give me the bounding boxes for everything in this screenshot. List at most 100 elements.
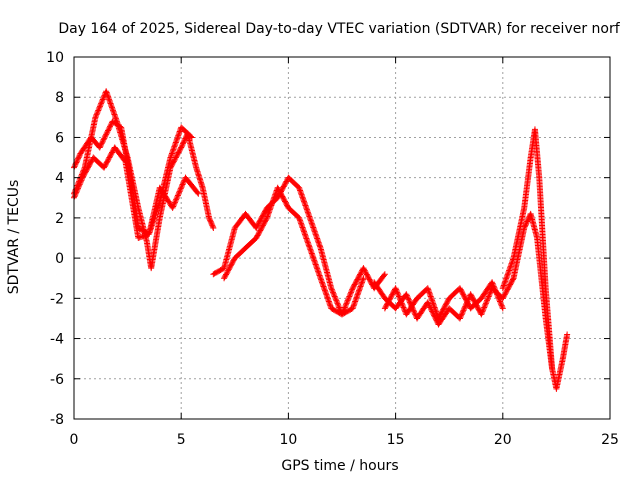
series-sat-track-i <box>510 210 556 372</box>
data-point <box>507 281 514 288</box>
data-point <box>280 183 287 190</box>
data-point <box>394 290 401 297</box>
data-point <box>397 296 404 303</box>
data-point <box>436 312 443 319</box>
data-point <box>100 136 107 143</box>
data-point <box>82 169 89 176</box>
data-point <box>355 273 362 280</box>
data-point <box>281 197 288 204</box>
data-point <box>253 223 260 230</box>
data-point <box>176 188 183 195</box>
data-point <box>403 291 410 298</box>
data-point <box>99 96 106 103</box>
x-tick-label: 0 <box>70 432 79 448</box>
data-point <box>486 290 493 297</box>
data-point <box>353 277 360 284</box>
data-point <box>76 153 83 160</box>
data-point <box>80 173 87 180</box>
data-point <box>169 204 176 211</box>
data-point <box>88 158 95 165</box>
data-point <box>227 262 234 269</box>
data-point <box>275 185 282 192</box>
data-point <box>175 191 182 198</box>
data-point <box>255 229 262 236</box>
data-point <box>169 160 176 167</box>
data-point <box>103 160 110 167</box>
data-point <box>182 135 189 142</box>
data-point <box>398 299 405 306</box>
data-point <box>179 140 186 147</box>
data-point <box>355 275 362 282</box>
data-point <box>495 295 502 302</box>
data-point <box>103 131 110 138</box>
y-tick-label: 2 <box>55 211 64 227</box>
data-point <box>257 217 264 224</box>
data-point <box>468 292 475 299</box>
data-point <box>341 305 348 312</box>
data-point <box>365 273 372 280</box>
data-point <box>501 291 508 298</box>
data-point <box>194 189 201 196</box>
data-point <box>93 111 100 118</box>
data-point <box>179 181 186 188</box>
data-point <box>459 310 466 317</box>
data-point <box>505 284 512 291</box>
data-point <box>411 308 418 315</box>
data-point <box>223 270 230 277</box>
data-point <box>459 308 466 315</box>
data-point <box>440 305 447 312</box>
data-point <box>276 188 283 195</box>
data-point <box>484 296 491 303</box>
data-point <box>341 304 348 311</box>
data-point <box>283 201 290 208</box>
data-point <box>499 305 506 312</box>
data-point <box>195 190 202 197</box>
data-point <box>177 185 184 192</box>
data-point <box>104 128 111 135</box>
data-point <box>394 289 401 296</box>
data-point <box>253 235 260 241</box>
data-point <box>98 140 105 147</box>
data-point <box>502 290 509 297</box>
data-point <box>339 311 345 318</box>
data-point <box>255 231 262 238</box>
data-point <box>478 310 485 317</box>
data-point <box>353 278 360 285</box>
data-point <box>339 310 346 317</box>
data-point <box>225 266 232 273</box>
data-point <box>171 200 178 207</box>
y-axis-label: SDTVAR / TECUs <box>6 180 22 295</box>
data-point <box>525 215 532 222</box>
data-point <box>208 219 215 226</box>
data-point <box>504 286 511 293</box>
data-point <box>398 300 405 307</box>
data-point <box>209 223 216 230</box>
data-point <box>280 184 287 191</box>
data-point <box>77 180 84 187</box>
data-point <box>482 300 489 307</box>
data-point <box>84 164 91 171</box>
data-point <box>480 307 487 314</box>
data-point <box>499 304 506 311</box>
chart-title: Day 164 of 2025, Sidereal Day-to-day VTE… <box>58 21 620 37</box>
data-point <box>107 153 114 160</box>
data-point <box>480 305 487 312</box>
data-point <box>458 287 465 294</box>
data-point <box>329 288 336 295</box>
data-point <box>223 271 230 278</box>
data-point <box>489 279 496 286</box>
data-point <box>393 286 400 293</box>
data-point <box>357 271 364 278</box>
data-point <box>392 285 399 292</box>
data-point <box>465 301 472 308</box>
data-point <box>441 304 448 311</box>
data-point <box>354 276 361 283</box>
data-point <box>82 168 89 175</box>
data-point <box>93 112 100 119</box>
data-point <box>489 280 496 287</box>
data-point <box>340 308 347 315</box>
data-point <box>94 108 101 115</box>
series-sat-track-g <box>381 279 506 322</box>
data-point <box>176 148 183 155</box>
y-tick-label: -2 <box>50 291 64 307</box>
